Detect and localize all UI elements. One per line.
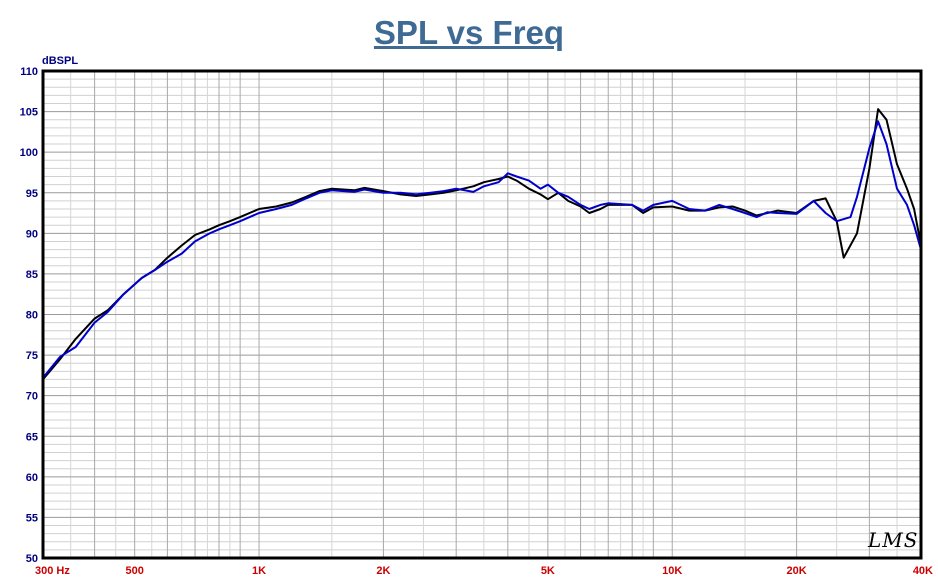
x-tick-label: 300 Hz: [35, 565, 70, 577]
series-layer: [42, 108, 922, 381]
plot-frame: [41, 69, 923, 560]
y-tick-label: 80: [26, 310, 38, 322]
y-tick-label: 55: [26, 512, 38, 524]
y-tick-label: 95: [26, 188, 38, 200]
x-tick-label: 2K: [376, 565, 390, 577]
x-tick-labels: 300 Hz 500 1K 2K 5K 10K 20K 40K: [35, 565, 933, 577]
y-tick-label: 60: [26, 472, 38, 484]
y-tick-label: 70: [26, 391, 38, 403]
lms-watermark: LMS: [868, 528, 919, 552]
y-tick-label: 85: [26, 269, 38, 281]
x-tick-label: 500: [125, 565, 143, 577]
y-tick-labels: 50 55 60 65 70 75 80 85 90 95 100 105 110: [20, 66, 38, 565]
x-tick-label: 1K: [252, 565, 266, 577]
series-line-blue: [42, 120, 922, 379]
chart-title: SPL vs Freq: [373, 14, 565, 51]
y-tick-label: 75: [26, 350, 38, 362]
y-tick-label: 105: [20, 107, 38, 119]
y-tick-label: 110: [20, 66, 38, 78]
y-tick-label: 100: [20, 147, 38, 159]
x-tick-label: 5K: [541, 565, 555, 577]
x-tick-label: 20K: [787, 565, 807, 577]
y-tick-label: 90: [26, 228, 38, 240]
y-tick-label: 50: [26, 553, 38, 565]
y-tick-label: 65: [26, 431, 38, 443]
y-axis-label: dBSPL: [42, 55, 79, 67]
x-tick-label: 40K: [913, 565, 933, 577]
x-tick-label: 10K: [662, 565, 682, 577]
